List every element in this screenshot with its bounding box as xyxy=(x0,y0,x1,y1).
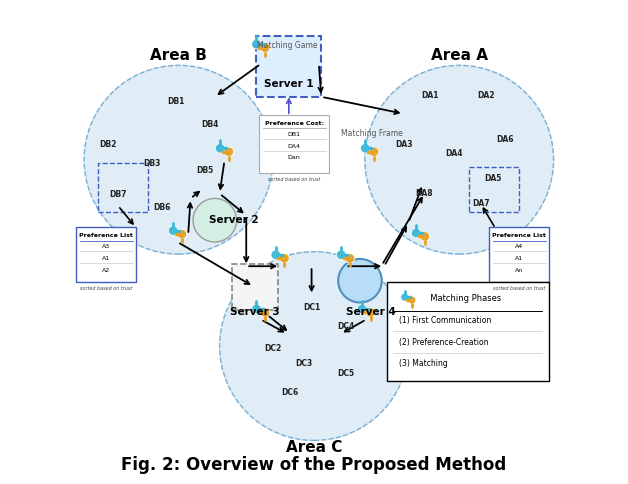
Text: DB1: DB1 xyxy=(168,97,185,106)
Text: Area C: Area C xyxy=(286,440,342,455)
Text: DA6: DA6 xyxy=(496,135,514,144)
Circle shape xyxy=(357,304,367,314)
FancyBboxPatch shape xyxy=(232,264,278,310)
Circle shape xyxy=(369,147,379,157)
Text: A4: A4 xyxy=(515,244,523,249)
Text: Area B: Area B xyxy=(150,48,207,63)
Text: Matching Game: Matching Game xyxy=(257,42,318,50)
Text: DB4: DB4 xyxy=(201,121,219,129)
Text: Preference List: Preference List xyxy=(492,233,546,238)
Text: DA3: DA3 xyxy=(395,140,413,149)
Circle shape xyxy=(365,65,553,254)
Text: (3) Matching: (3) Matching xyxy=(399,360,448,368)
Circle shape xyxy=(345,254,355,263)
Circle shape xyxy=(420,232,430,241)
Text: A1: A1 xyxy=(102,256,111,261)
Text: DA4: DA4 xyxy=(446,150,463,158)
Circle shape xyxy=(279,254,290,263)
FancyBboxPatch shape xyxy=(387,282,549,381)
Text: Preference List: Preference List xyxy=(79,233,133,238)
Circle shape xyxy=(261,43,270,53)
FancyBboxPatch shape xyxy=(259,115,329,173)
Text: A3: A3 xyxy=(102,244,111,249)
Circle shape xyxy=(401,293,409,301)
Text: DB3: DB3 xyxy=(143,159,161,168)
Text: A1: A1 xyxy=(515,256,523,261)
Circle shape xyxy=(252,39,261,49)
Text: Server 4: Server 4 xyxy=(346,307,396,317)
Text: DC5: DC5 xyxy=(337,369,354,378)
Text: sorted based on trust: sorted based on trust xyxy=(268,177,320,182)
Text: DB6: DB6 xyxy=(153,203,170,212)
Text: DC4: DC4 xyxy=(337,322,354,331)
Circle shape xyxy=(360,143,370,153)
Circle shape xyxy=(177,229,187,239)
Text: DA8: DA8 xyxy=(416,189,433,198)
Circle shape xyxy=(252,304,261,314)
Text: DB5: DB5 xyxy=(197,166,214,175)
Text: sorted based on trust: sorted based on trust xyxy=(80,286,133,290)
FancyBboxPatch shape xyxy=(256,36,322,97)
Circle shape xyxy=(338,259,382,302)
Text: Dan: Dan xyxy=(288,155,301,160)
Text: DB2: DB2 xyxy=(100,140,117,149)
Text: DA7: DA7 xyxy=(472,199,490,208)
Text: A2: A2 xyxy=(102,268,111,272)
Text: DA2: DA2 xyxy=(477,91,495,100)
Text: An: An xyxy=(515,268,523,272)
Circle shape xyxy=(220,252,408,440)
Text: Matching Phases: Matching Phases xyxy=(425,294,502,303)
Text: DC3: DC3 xyxy=(296,360,313,368)
Text: DB1: DB1 xyxy=(288,132,301,137)
Text: (2) Preference-Creation: (2) Preference-Creation xyxy=(399,338,488,347)
Circle shape xyxy=(215,143,225,153)
Text: Server 1: Server 1 xyxy=(264,79,313,89)
Circle shape xyxy=(337,250,346,259)
Circle shape xyxy=(193,198,237,242)
Text: Fig. 2: Overview of the Proposed Method: Fig. 2: Overview of the Proposed Method xyxy=(121,456,507,474)
Circle shape xyxy=(84,65,273,254)
Text: DC6: DC6 xyxy=(281,388,298,396)
Text: sorted based on trust: sorted based on trust xyxy=(493,286,545,290)
Text: Server 3: Server 3 xyxy=(230,307,279,317)
Text: DA4: DA4 xyxy=(288,144,301,149)
Text: DC1: DC1 xyxy=(303,303,320,312)
Text: (1) First Communication: (1) First Communication xyxy=(399,316,491,325)
Circle shape xyxy=(366,308,376,318)
Text: Area A: Area A xyxy=(431,48,488,63)
Text: DC2: DC2 xyxy=(264,344,281,353)
Circle shape xyxy=(168,226,178,235)
Text: DB7: DB7 xyxy=(109,190,127,198)
Text: DA5: DA5 xyxy=(484,174,502,182)
Circle shape xyxy=(261,308,270,318)
FancyBboxPatch shape xyxy=(489,227,550,282)
Text: DA1: DA1 xyxy=(421,91,439,100)
Circle shape xyxy=(408,296,416,304)
Text: Preference Cost:: Preference Cost: xyxy=(264,121,323,126)
FancyBboxPatch shape xyxy=(77,227,136,282)
Circle shape xyxy=(411,228,421,238)
Text: Matching Frame: Matching Frame xyxy=(341,129,403,137)
Text: Server 2: Server 2 xyxy=(209,215,259,225)
Circle shape xyxy=(271,250,281,259)
Circle shape xyxy=(224,147,234,157)
